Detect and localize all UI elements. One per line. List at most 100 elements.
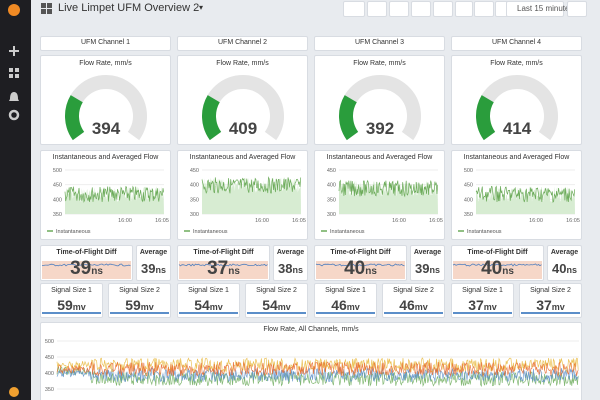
average-panel: Average 39ns (136, 245, 171, 281)
signal-number: 59 (57, 297, 73, 313)
signal-title: Signal Size 2 (256, 287, 297, 294)
tof-title: Time-of-Flight Diff (193, 249, 254, 256)
signal-value: 54mv (246, 297, 307, 313)
signal-line (316, 312, 375, 314)
average-number: 39 (415, 261, 430, 276)
signal-panel: Signal Size 1 59mv (40, 283, 103, 318)
sidebar (0, 0, 31, 400)
signal-unit: mv (346, 302, 360, 312)
tof-sparkline (178, 263, 268, 267)
average-panel: Average 39ns (410, 245, 445, 281)
refresh-button[interactable] (567, 1, 587, 17)
tof-panel: Time-of-Flight Diff 40ns (314, 245, 407, 281)
flow-panel: Instantaneous and Averaged Flow 500 450 400… (451, 150, 582, 240)
logo[interactable] (8, 4, 20, 16)
tof-value: 40ns (452, 258, 543, 280)
save-button[interactable] (411, 1, 431, 17)
tof-panel: Time-of-Flight Diff 39ns (40, 245, 133, 281)
gauge-panel: Flow Rate, mm/s 394 (40, 55, 171, 145)
back-button[interactable] (455, 1, 473, 17)
time-range: Last 15 minutes (517, 4, 574, 13)
tof-panel: Time-of-Flight Diff 37ns (177, 245, 270, 281)
star-button[interactable] (367, 1, 387, 17)
tof-number: 40 (344, 258, 366, 279)
signal-title: Signal Size 1 (325, 287, 366, 294)
channel-title: UFM Channel 3 (354, 39, 405, 46)
config-icon[interactable] (8, 109, 20, 121)
signal-line (384, 312, 443, 314)
dashboards-icon[interactable] (9, 68, 19, 78)
tof-value: 40ns (315, 258, 406, 280)
channel-header: UFM Channel 4 (451, 36, 582, 51)
average-title: Average (276, 249, 305, 256)
y-tick-label: 300 (190, 212, 199, 218)
zoom-button[interactable] (474, 1, 494, 17)
flow-line (338, 179, 439, 198)
tof-number: 40 (481, 258, 503, 279)
alert-icon[interactable] (9, 92, 19, 101)
y-tick-label: 450 (464, 183, 473, 189)
gauge-panel: Flow Rate, mm/s 414 (451, 55, 582, 145)
flow-graph: 500 450 400 350 16:00 16:05 Instantaneous (47, 168, 169, 235)
signal-panel: Signal Size 2 59mv (108, 283, 171, 318)
sparkline (315, 263, 405, 267)
tof-sparkline (315, 263, 405, 267)
signal-line (110, 312, 169, 314)
signal-value: 59mv (41, 297, 102, 313)
x-tick-label: 16:00 (118, 218, 132, 224)
overview-line (56, 366, 579, 388)
x-tick-label: 16:05 (292, 218, 306, 224)
gauge-value: 409 (229, 119, 257, 138)
signal-line (42, 312, 101, 314)
tof-number: 37 (207, 258, 229, 279)
signal-number: 46 (331, 297, 347, 313)
x-tick-label: 16:05 (566, 218, 580, 224)
dashboard-title[interactable]: Live Limpet UFM Overview 2 (58, 2, 200, 14)
user-icon[interactable] (9, 387, 19, 397)
signal-unit: mv (140, 302, 154, 312)
signal-title: Signal Size 2 (393, 287, 434, 294)
flow-panel: Instantaneous and Averaged Flow 450 400 350… (314, 150, 445, 240)
settings-button[interactable] (433, 1, 453, 17)
flow-title: Instantaneous and Averaged Flow (463, 154, 570, 161)
grid-icon (41, 3, 52, 14)
time-picker[interactable]: Last 15 minutes (506, 1, 573, 17)
signal-unit: mv (72, 302, 86, 312)
legend-label: Instantaneous (467, 229, 502, 235)
flow-area (339, 180, 438, 214)
channel-title: UFM Channel 2 (217, 39, 268, 46)
add-icon[interactable] (9, 46, 19, 56)
gauge: 392 (339, 75, 421, 141)
y-tick-label: 450 (327, 168, 336, 174)
gauge-fill (476, 95, 496, 141)
signal-line (453, 312, 512, 314)
tof-unit: ns (502, 266, 514, 277)
gauge-title: Flow Rate, mm/s (79, 60, 132, 67)
average-unit: ns (155, 265, 166, 275)
signal-panel: Signal Size 1 54mv (177, 283, 240, 318)
legend-label: Instantaneous (330, 229, 365, 235)
overview-title: Flow Rate, All Channels, mm/s (263, 326, 359, 333)
tof-unit: ns (228, 266, 240, 277)
signal-panel: Signal Size 1 37mv (451, 283, 514, 318)
gauge: 394 (65, 75, 147, 141)
average-title: Average (413, 249, 442, 256)
signal-unit: mv (551, 302, 565, 312)
overview-graph: 500 450 400 350 (45, 339, 579, 393)
average-unit: ns (429, 265, 440, 275)
channel-title: UFM Channel 1 (80, 39, 131, 46)
sparkline (452, 263, 542, 267)
flow-line (475, 185, 576, 204)
signal-number: 54 (194, 297, 210, 313)
add-panel-button[interactable] (343, 1, 365, 17)
signal-unit: mv (414, 302, 428, 312)
y-tick-label: 350 (190, 197, 199, 203)
average-value: 39ns (411, 261, 444, 276)
y-tick-label: 400 (45, 371, 54, 377)
signal-number: 54 (262, 297, 278, 313)
share-button[interactable] (389, 1, 409, 17)
tof-title: Time-of-Flight Diff (56, 249, 117, 256)
average-panel: Average 40ns (547, 245, 582, 281)
gauge: 409 (202, 75, 284, 141)
